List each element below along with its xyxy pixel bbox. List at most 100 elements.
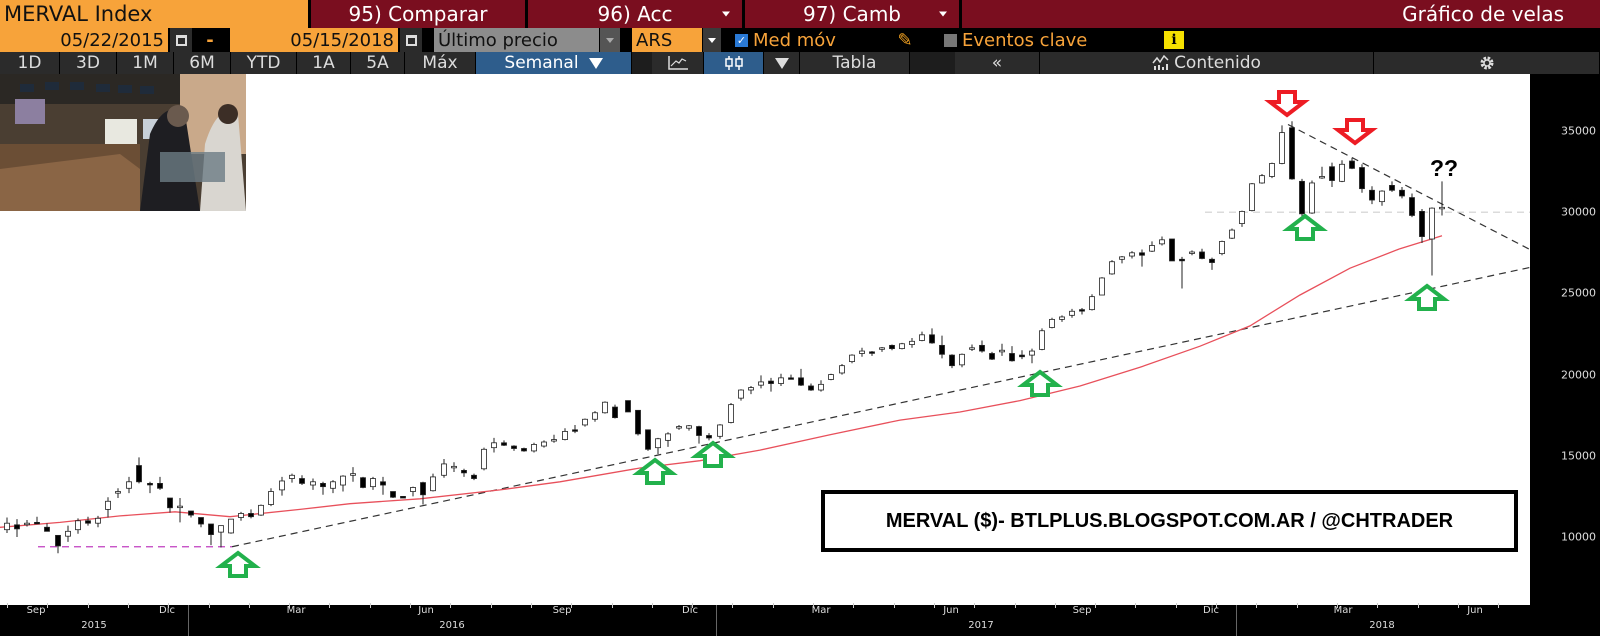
chevron-down-icon — [939, 11, 947, 17]
candle — [248, 509, 254, 519]
candle — [289, 473, 295, 483]
candle — [330, 480, 336, 494]
key-events-toggle[interactable]: Eventos clave — [944, 28, 1104, 52]
calendar-icon[interactable] — [170, 28, 192, 52]
candle — [1409, 193, 1415, 218]
candle — [1399, 187, 1405, 199]
chart-type-dropdown[interactable] — [764, 52, 800, 74]
calendar-icon[interactable] — [400, 28, 422, 52]
settings-button[interactable] — [1374, 52, 1600, 74]
x-tick — [571, 603, 573, 608]
candle — [1219, 240, 1225, 256]
candle — [798, 368, 804, 386]
moving-average-toggle[interactable]: ✓ Med móv — [735, 28, 885, 52]
candle — [909, 338, 915, 348]
x-tick — [168, 603, 170, 608]
candle — [1089, 294, 1095, 311]
candle — [676, 424, 682, 430]
candle — [1159, 236, 1165, 246]
x-tick — [329, 603, 331, 608]
candle — [360, 476, 366, 489]
candle — [959, 353, 965, 368]
candle — [279, 476, 285, 496]
pencil-icon[interactable]: ✎ — [897, 29, 913, 51]
candle — [1129, 251, 1135, 259]
currency-select[interactable]: ARS — [632, 28, 702, 52]
x-year-label: 2018 — [1369, 620, 1395, 631]
x-tick — [974, 603, 976, 608]
y-tick-label: 15000 — [1561, 449, 1596, 463]
chevron-down-icon — [774, 57, 789, 69]
candle — [625, 400, 631, 413]
candle — [1379, 190, 1385, 206]
candle — [1099, 277, 1105, 296]
candle — [390, 491, 396, 499]
table-button[interactable]: Tabla — [800, 52, 910, 74]
x-tick — [933, 603, 935, 608]
period-6m[interactable]: 6M — [174, 52, 231, 74]
candle — [1249, 182, 1255, 212]
collapse-button[interactable]: « — [955, 52, 1040, 74]
x-tick — [1095, 603, 1097, 608]
candle — [14, 519, 20, 537]
candle — [1179, 256, 1185, 289]
question-annotation: ?? — [1430, 155, 1459, 181]
candle — [989, 351, 995, 360]
start-date-field[interactable]: 05/22/2015 — [0, 28, 168, 52]
x-tick — [853, 603, 855, 608]
period-1a[interactable]: 1A — [297, 52, 351, 74]
candle — [1429, 207, 1435, 276]
arrow-up-icon — [690, 440, 736, 468]
arrow-up-icon — [632, 457, 678, 485]
x-tick — [490, 603, 492, 608]
candle — [929, 328, 935, 344]
candle — [1289, 121, 1295, 180]
key-events-label: Eventos clave — [962, 29, 1088, 51]
period-1m[interactable]: 1M — [117, 52, 174, 74]
trendline-resistance — [1287, 123, 1531, 251]
line-chart-button[interactable] — [652, 52, 704, 74]
candle — [1019, 350, 1025, 360]
period-5a[interactable]: 5A — [351, 52, 405, 74]
candlestick-chart-button[interactable] — [704, 52, 764, 74]
arrow-up-icon — [1017, 369, 1063, 397]
info-icon[interactable]: i — [1163, 28, 1185, 52]
period-ytd[interactable]: YTD — [231, 52, 297, 74]
candle — [1229, 228, 1235, 239]
frequency-dropdown[interactable]: Semanal — [476, 52, 632, 74]
controls-bar: 05/22/2015 - 05/15/2018 Último precio AR… — [0, 28, 1600, 52]
x-month-label: Sep — [1072, 605, 1092, 616]
x-axis: Sep Dic Mar Jun Sep Dic Mar Jun Sep Dic Mar Jun 2015… — [0, 603, 1600, 636]
x-month-label: Sep — [552, 605, 572, 616]
candle — [582, 418, 588, 427]
candle — [562, 428, 568, 441]
chevron-down-icon[interactable] — [703, 28, 721, 52]
candle — [1149, 241, 1155, 252]
candle — [44, 523, 50, 532]
x-tick — [1014, 603, 1016, 608]
security-title[interactable]: MERVAL Index — [0, 0, 308, 28]
candle — [75, 518, 81, 534]
chevron-down-icon[interactable] — [600, 28, 620, 52]
compare-button[interactable]: 95) Comparar — [311, 0, 525, 28]
candle — [115, 488, 121, 499]
period-3d[interactable]: 3D — [60, 52, 117, 74]
period-max[interactable]: Máx — [405, 52, 476, 74]
price-field-select[interactable]: Último precio — [434, 28, 599, 52]
candle — [218, 525, 224, 548]
chevron-down-icon — [588, 57, 603, 69]
candle — [1279, 125, 1285, 165]
candle — [1199, 248, 1205, 260]
candle — [1109, 260, 1115, 275]
end-date-field[interactable]: 05/15/2018 — [230, 28, 398, 52]
x-tick — [1417, 603, 1419, 608]
candle — [380, 476, 386, 495]
actions-dropdown[interactable]: 96) Acc — [528, 0, 742, 28]
content-button[interactable]: Contenido — [1040, 52, 1374, 74]
x-tick — [530, 603, 532, 608]
candle — [1049, 317, 1055, 329]
candle — [748, 385, 754, 395]
change-dropdown[interactable]: 97) Camb — [745, 0, 959, 28]
period-1d[interactable]: 1D — [0, 52, 60, 74]
chevron-down-icon — [722, 11, 730, 17]
